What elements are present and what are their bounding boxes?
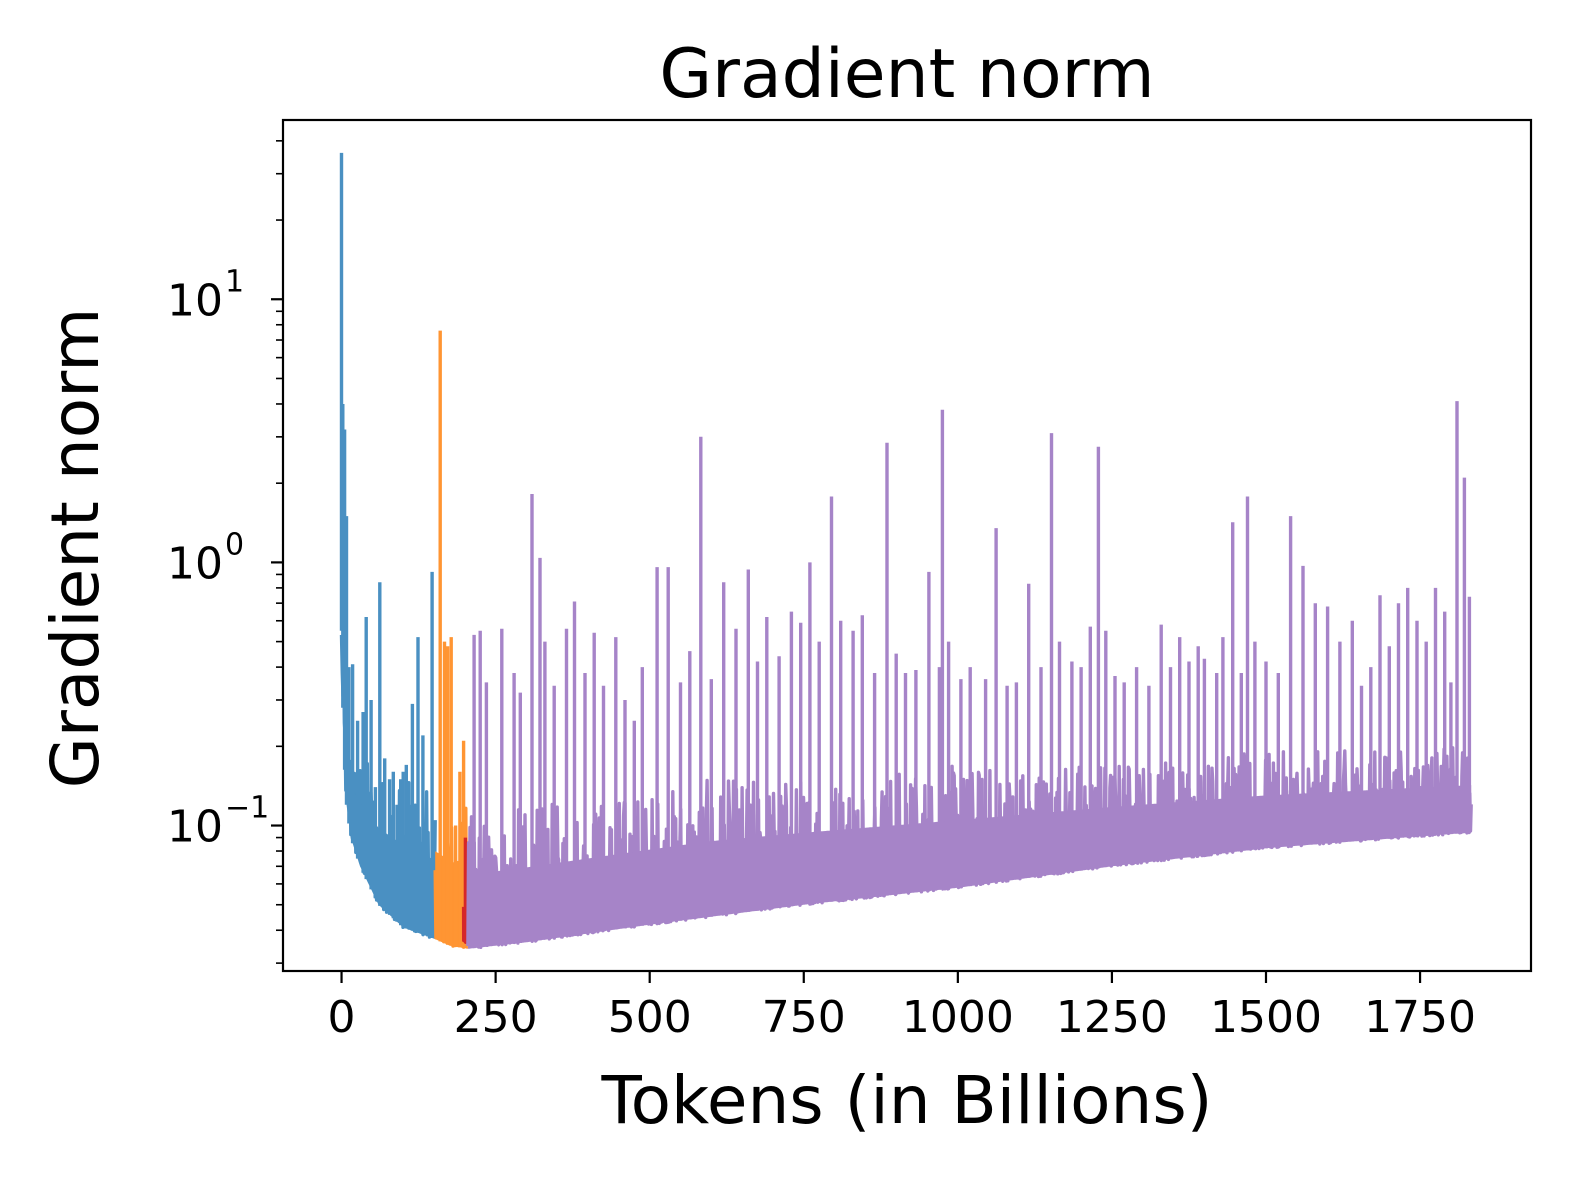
x-tick-label: 1750 xyxy=(1364,992,1476,1043)
series-2 xyxy=(433,330,470,949)
x-axis-label: Tokens (in Billions) xyxy=(600,1062,1212,1139)
x-tick-label: 1000 xyxy=(902,992,1014,1043)
plot-frame xyxy=(281,118,1533,973)
series-1 xyxy=(339,152,437,940)
x-tick-label: 0 xyxy=(328,992,356,1043)
x-tick-label: 500 xyxy=(608,992,692,1043)
x-axis: 0 250 500 750 1000 1250 1500 1750 xyxy=(328,971,1476,1043)
y-tick-exponent: −1 xyxy=(225,791,269,826)
y-axis-label: Gradient norm xyxy=(37,308,114,789)
y-tick-exponent: 0 xyxy=(225,527,244,562)
x-tick-label: 1250 xyxy=(1056,992,1168,1043)
x-tick-label: 1500 xyxy=(1210,992,1322,1043)
y-tick-label: 10 xyxy=(167,275,223,326)
plot-area xyxy=(339,152,1473,949)
series-4 xyxy=(466,401,1473,949)
x-tick-label: 750 xyxy=(762,992,846,1043)
y-tick-exponent: 1 xyxy=(225,264,244,299)
y-tick-label: 10 xyxy=(167,802,223,853)
x-tick-label: 250 xyxy=(454,992,538,1043)
y-tick-label: 10 xyxy=(167,538,223,589)
series-layer xyxy=(339,152,1473,949)
chart-title: Gradient norm xyxy=(659,35,1154,114)
